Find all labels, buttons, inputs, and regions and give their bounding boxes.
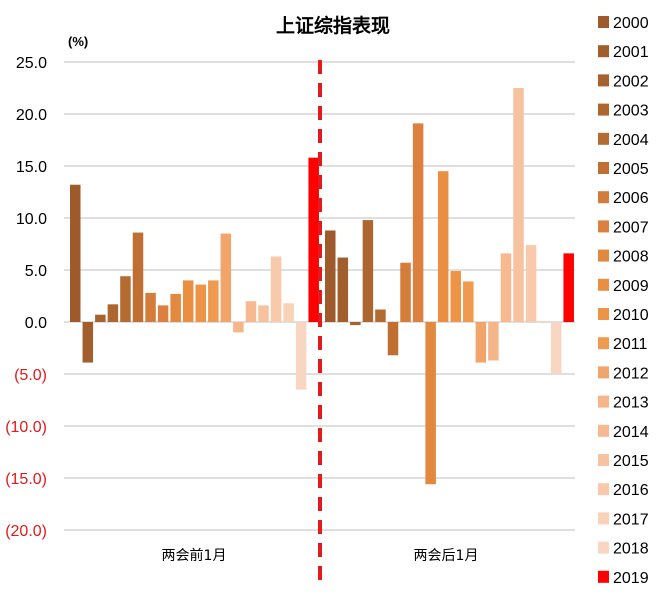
legend-swatch-2008 (598, 249, 609, 262)
bar-2014-after (500, 253, 512, 322)
bar-2000-after (325, 230, 336, 322)
legend-label-2015: 2015 (613, 453, 649, 470)
bar-2017-after (538, 320, 549, 322)
legend-label-2009: 2009 (613, 278, 649, 295)
bar-2006-after (400, 262, 411, 322)
legend-swatch-2006 (598, 191, 609, 204)
legend-swatch-2013 (598, 395, 609, 408)
bar-2016-before (270, 256, 282, 322)
legend-swatch-2018 (598, 541, 609, 554)
legend-label-2004: 2004 (613, 132, 649, 149)
legend-label-2005: 2005 (613, 161, 649, 178)
bar-2005-after (387, 322, 399, 356)
y-tick-label: 0.0 (25, 315, 47, 332)
y-tick-label: (20.0) (5, 523, 47, 540)
legend-swatch-2019 (598, 570, 609, 583)
bar-2003-after (362, 220, 374, 322)
legend-swatch-2016 (598, 483, 609, 496)
bar-2012-before (220, 233, 232, 322)
y-axis-ticks: 25.0 20.0 15.0 10.0 5.0 0.0 (5.0) (10.0) (15.0) (… (5, 55, 47, 540)
bar-2011-before (208, 280, 219, 322)
bar-2009-after (437, 171, 449, 322)
bar-2018-after (550, 322, 562, 374)
legend-swatch-2012 (598, 366, 609, 379)
bar-2002-before (95, 314, 106, 322)
y-tick-label: 5.0 (25, 263, 47, 280)
legend-swatch-2010 (598, 308, 609, 320)
legend-label-2017: 2017 (613, 511, 649, 528)
bar-2010-before (195, 284, 206, 322)
bar-2002-after (350, 322, 361, 326)
legend-label-2002: 2002 (613, 73, 649, 90)
legend-label-2003: 2003 (613, 103, 649, 120)
legend-swatch-2002 (598, 74, 609, 87)
legend-label-2007: 2007 (613, 219, 649, 236)
legend-swatch-2007 (598, 220, 609, 233)
bar-2017-before (283, 303, 294, 322)
bar-2018-before (295, 322, 307, 390)
bar-2008-after (425, 322, 436, 485)
bar-2007-after (412, 123, 424, 322)
bar-2007-before (157, 305, 169, 322)
legend-label-2013: 2013 (613, 395, 649, 412)
y-tick-label: 20.0 (16, 107, 47, 124)
bar-2006-before (145, 292, 156, 322)
bar-2019-after (563, 253, 574, 322)
legend-swatch-2014 (598, 424, 609, 437)
bar-2014-before (245, 301, 257, 322)
legend-swatch-2005 (598, 162, 609, 174)
y-tick-label: (15.0) (5, 471, 47, 488)
y-unit-label: (%) (68, 34, 88, 49)
bar-2013-after (488, 322, 499, 361)
bars (70, 88, 574, 485)
y-tick-label: 10.0 (16, 211, 47, 228)
bar-2011-after (463, 281, 474, 322)
bar-2008-before (170, 293, 181, 322)
chart-title: 上证综指表现 (276, 14, 390, 37)
legend-swatch-2004 (598, 132, 609, 145)
category-label-after: 两会后1月 (414, 548, 479, 564)
bar-2004-before (120, 276, 131, 322)
legend-swatch-2015 (598, 454, 609, 466)
legend-label-2018: 2018 (613, 541, 649, 558)
legend-label-2019: 2019 (613, 570, 649, 587)
bar-2015-after (513, 88, 524, 322)
bar-2003-before (107, 304, 119, 322)
legend-label-2010: 2010 (613, 307, 649, 324)
legend-label-2016: 2016 (613, 482, 649, 499)
legend-swatch-2017 (598, 512, 609, 525)
legend-label-2006: 2006 (613, 190, 649, 207)
legend-swatch-2011 (598, 337, 609, 350)
category-label-before: 两会前1月 (162, 547, 227, 564)
bar-2013-before (233, 322, 244, 333)
y-tick-label: (10.0) (5, 419, 47, 436)
legend-label-2008: 2008 (613, 249, 649, 266)
bar-2000-before (70, 184, 81, 322)
bar-2005-before (132, 232, 144, 322)
legend-label-2001: 2001 (613, 44, 649, 61)
bar-2012-after (475, 322, 487, 363)
legend-label-2012: 2012 (613, 365, 649, 382)
legend: 2000 2001 2002 2003 2004 2005 2006 2007 2008 2009… (598, 15, 649, 587)
y-tick-label: (5.0) (14, 367, 47, 384)
bar-2016-after (525, 245, 537, 322)
legend-label-2014: 2014 (613, 424, 649, 441)
y-tick-label: 15.0 (16, 159, 47, 176)
legend-swatch-2003 (598, 103, 609, 116)
legend-label-2000: 2000 (613, 15, 649, 32)
bar-2015-before (258, 305, 269, 322)
legend-swatch-2000 (598, 16, 609, 28)
y-tick-label: 25.0 (16, 55, 47, 72)
bar-2004-after (375, 309, 386, 322)
bar-2001-after (337, 257, 349, 322)
bar-2009-before (182, 280, 194, 322)
bar-2010-after (450, 271, 461, 322)
legend-swatch-2009 (598, 278, 609, 291)
bar-2001-before (82, 322, 94, 363)
legend-swatch-2001 (598, 45, 609, 58)
bar-2019-before (308, 157, 319, 322)
legend-label-2011: 2011 (613, 336, 648, 353)
